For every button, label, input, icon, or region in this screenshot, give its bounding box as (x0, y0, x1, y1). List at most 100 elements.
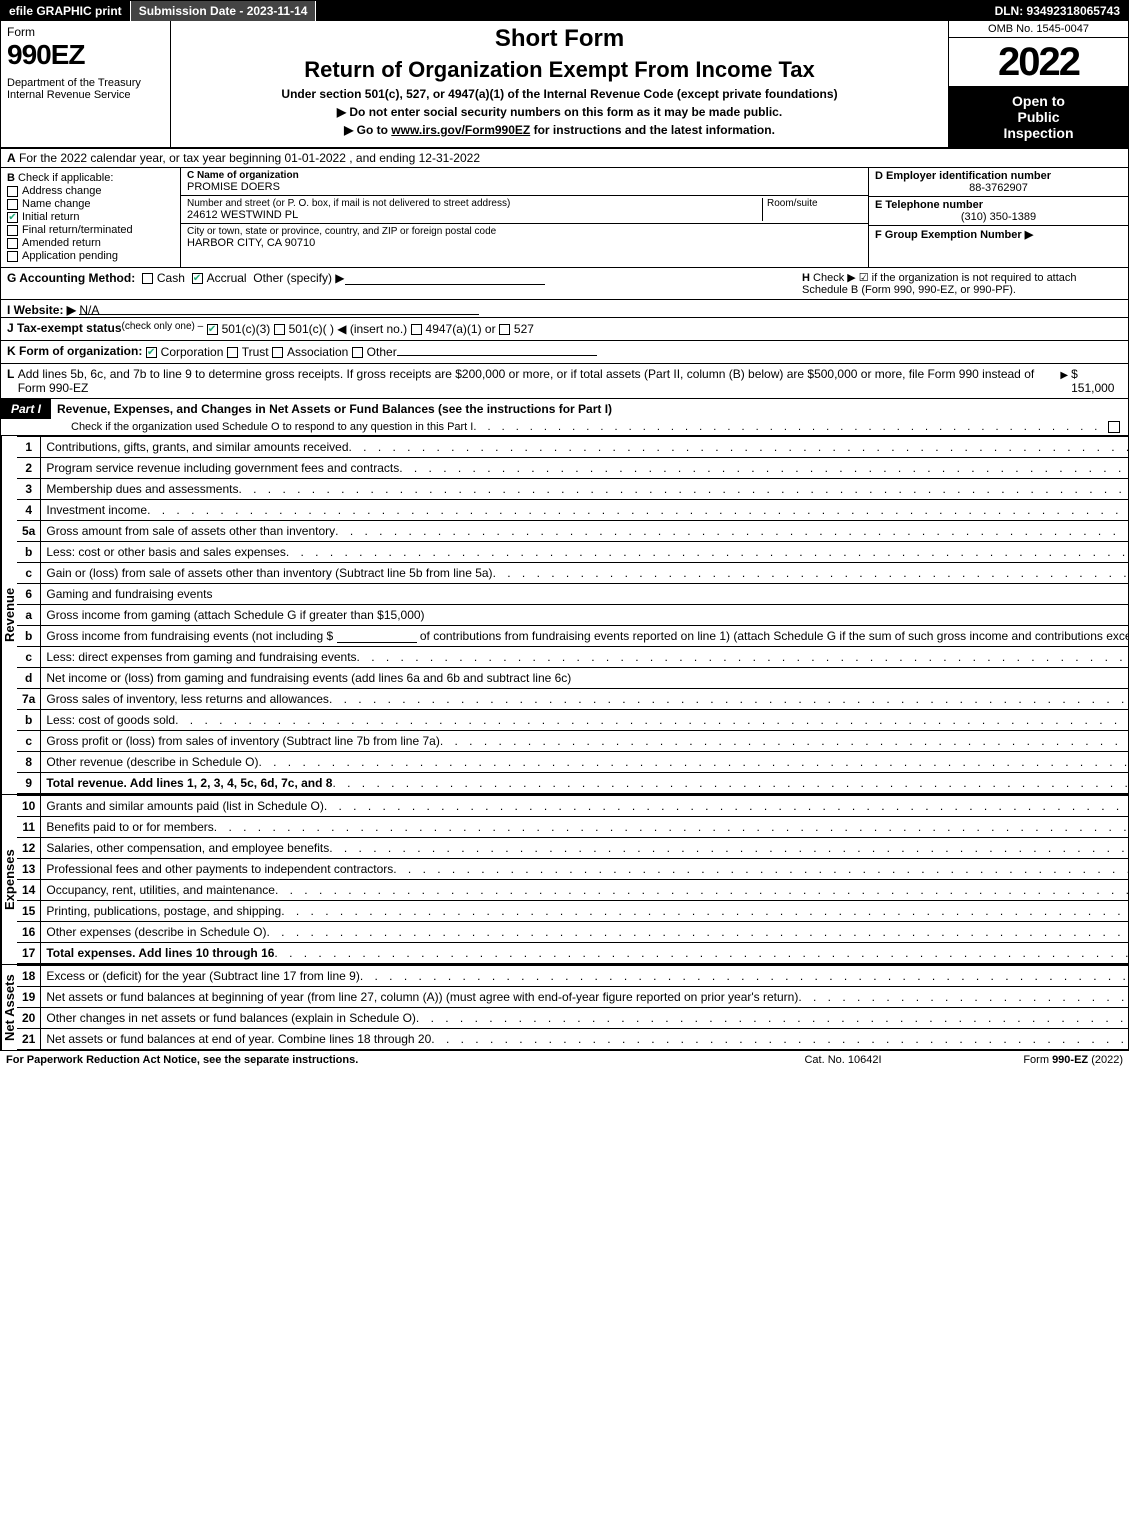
line-12-no: 12 (17, 838, 41, 859)
header-right: OMB No. 1545-0047 2022 Open to Public In… (948, 21, 1128, 147)
row-j: J Tax-exempt status (check only one) – 5… (1, 318, 1128, 341)
chk-amended-return[interactable]: Amended return (7, 237, 174, 249)
section-b-label: B (7, 172, 15, 184)
line-4: 4 Investment income 4 (17, 500, 1129, 521)
omb-number: OMB No. 1545-0047 (949, 21, 1128, 38)
part-i-title: Revenue, Expenses, and Changes in Net As… (51, 399, 1128, 419)
other-specify-field[interactable] (345, 273, 545, 285)
line-7c-text: Gross profit or (loss) from sales of inv… (46, 734, 439, 748)
chk-name-change[interactable]: Name change (7, 198, 174, 210)
chk-final-return[interactable]: Final return/terminated (7, 224, 174, 236)
section-l-text: Add lines 5b, 6c, and 7b to line 9 to de… (18, 367, 1058, 395)
revenue-table: 1 Contributions, gifts, grants, and simi… (17, 436, 1129, 794)
topbar-spacer (316, 1, 986, 21)
chk-initial-return[interactable]: Initial return (7, 211, 174, 223)
line-6b-text-a: Gross income from fundraising events (no… (46, 629, 333, 643)
line-20: 20 Other changes in net assets or fund b… (17, 1008, 1129, 1029)
line-11: 11 Benefits paid to or for members 11 (17, 817, 1129, 838)
chk-501c3[interactable]: 501(c)(3) (207, 322, 271, 336)
chk-other-org[interactable]: Other (352, 345, 397, 359)
line-6d: d Net income or (loss) from gaming and f… (17, 668, 1129, 689)
header-left: Form 990EZ Department of the Treasury In… (1, 21, 171, 147)
line-1-no: 1 (17, 437, 41, 458)
chk-501c-label: 501(c)( ) ◀ (insert no.) (289, 322, 408, 336)
name-of-org-label: C Name of organization (187, 170, 299, 181)
addr-label: Number and street (or P. O. box, if mail… (187, 198, 762, 209)
line-5b-no: b (17, 542, 41, 563)
chk-527[interactable]: 527 (499, 322, 534, 336)
line-6-text: Gaming and fundraising events (41, 584, 1129, 605)
group-exemption-label: F Group Exemption Number ▶ (875, 229, 1033, 241)
line-6b-blank[interactable] (337, 631, 417, 643)
page-footer: For Paperwork Reduction Act Notice, see … (0, 1051, 1129, 1069)
section-a-label: A (7, 151, 16, 165)
line-16: 16 Other expenses (describe in Schedule … (17, 922, 1129, 943)
ein-label: D Employer identification number (875, 170, 1051, 182)
line-6a: a Gross income from gaming (attach Sched… (17, 605, 1129, 626)
chk-address-change[interactable]: Address change (7, 185, 174, 197)
entity-block: B Check if applicable: Address change Na… (1, 168, 1128, 268)
irs-link[interactable]: www.irs.gov/Form990EZ (391, 123, 530, 137)
form-of-org-label: K Form of organization: (7, 344, 142, 358)
other-specify: Other (specify) ▶ (253, 271, 344, 285)
line-10: 10 Grants and similar amounts paid (list… (17, 796, 1129, 817)
line-7a-text: Gross sales of inventory, less returns a… (46, 692, 329, 706)
chk-other-org-label: Other (367, 345, 397, 359)
chk-association-label: Association (287, 345, 348, 359)
chk-trust-label: Trust (242, 345, 269, 359)
line-9-no: 9 (17, 773, 41, 794)
line-8: 8 Other revenue (describe in Schedule O)… (17, 752, 1129, 773)
line-6b: b Gross income from fundraising events (… (17, 626, 1129, 647)
line-6b-no: b (17, 626, 41, 647)
ssn-warning: ▶ Do not enter social security numbers o… (181, 105, 938, 119)
line-19-no: 19 (17, 987, 41, 1008)
goto-post: for instructions and the latest informat… (530, 123, 775, 137)
other-org-field[interactable] (397, 344, 597, 356)
open-inspection: Open to Public Inspection (949, 87, 1128, 147)
arrow-icon (1057, 367, 1071, 381)
row-i: I Website: ▶ N/A (1, 300, 1128, 318)
line-6a-text: Gross income from gaming (attach Schedul… (46, 608, 424, 622)
chk-4947[interactable]: 4947(a)(1) or (411, 322, 496, 336)
org-name: PROMISE DOERS (187, 181, 862, 193)
line-19-text: Net assets or fund balances at beginning… (46, 990, 798, 1004)
form-word: Form (7, 25, 164, 39)
chk-corporation-label: Corporation (161, 345, 224, 359)
line-5c-no: c (17, 563, 41, 584)
chk-application-pending[interactable]: Application pending (7, 250, 174, 262)
gross-receipts-amount: $ 151,000 (1071, 367, 1122, 395)
line-13-text: Professional fees and other payments to … (46, 862, 393, 876)
part-i-sub: Check if the organization used Schedule … (1, 419, 1128, 436)
line-11-text: Benefits paid to or for members (46, 820, 213, 834)
chk-accrual[interactable]: Accrual (192, 271, 247, 285)
part-i-subtext: Check if the organization used Schedule … (71, 421, 473, 433)
line-19: 19 Net assets or fund balances at beginn… (17, 987, 1129, 1008)
revenue-section: Revenue 1 Contributions, gifts, grants, … (1, 436, 1128, 795)
line-6d-no: d (17, 668, 41, 689)
line-7a-no: 7a (17, 689, 41, 710)
net-assets-sidelabel: Net Assets (1, 965, 17, 1050)
schedule-o-checkbox[interactable] (1108, 421, 1120, 433)
efile-print-label[interactable]: efile GRAPHIC print (1, 1, 131, 21)
part-i-tag: Part I (1, 399, 51, 419)
line-5c: c Gain or (loss) from sale of assets oth… (17, 563, 1129, 584)
form-ref-c: (2022) (1088, 1054, 1123, 1066)
line-14-text: Occupancy, rent, utilities, and maintena… (46, 883, 275, 897)
section-l-label: L (7, 367, 14, 381)
line-21-no: 21 (17, 1029, 41, 1050)
line-16-text: Other expenses (describe in Schedule O) (46, 925, 266, 939)
chk-cash[interactable]: Cash (142, 271, 185, 285)
chk-association[interactable]: Association (272, 345, 348, 359)
chk-4947-label: 4947(a)(1) or (426, 322, 496, 336)
line-14: 14 Occupancy, rent, utilities, and maint… (17, 880, 1129, 901)
chk-name-change-label: Name change (22, 198, 91, 210)
line-2-text: Program service revenue including govern… (46, 461, 399, 475)
line-15-text: Printing, publications, postage, and shi… (46, 904, 281, 918)
chk-trust[interactable]: Trust (227, 345, 269, 359)
line-4-text: Investment income (46, 503, 147, 517)
chk-501c[interactable]: 501(c)( ) ◀ (insert no.) (274, 322, 408, 336)
line-5a-no: 5a (17, 521, 41, 542)
line-21: 21 Net assets or fund balances at end of… (17, 1029, 1129, 1050)
chk-corporation[interactable]: Corporation (146, 345, 224, 359)
line-2: 2 Program service revenue including gove… (17, 458, 1129, 479)
